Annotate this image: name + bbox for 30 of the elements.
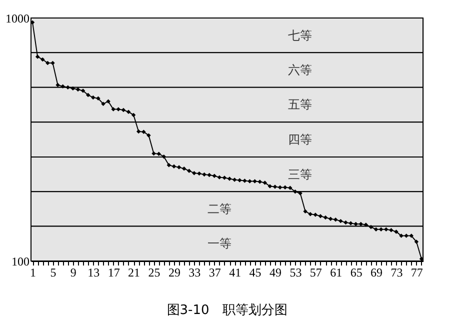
- y-tick-label: 1000: [6, 12, 30, 26]
- band-label: 二等: [207, 202, 232, 216]
- x-tick-label: 17: [108, 266, 120, 280]
- x-tick-label: 25: [148, 266, 160, 280]
- x-tick-label: 65: [350, 266, 362, 280]
- x-tick-label: 45: [249, 266, 262, 280]
- x-tick-label: 57: [310, 266, 322, 280]
- x-tick-label: 37: [208, 266, 221, 280]
- x-tick-label: 77: [410, 266, 423, 280]
- x-tick-label: 53: [290, 266, 302, 280]
- x-tick-label: 69: [370, 266, 383, 280]
- x-tick-label: 9: [70, 266, 76, 280]
- x-tick-label: 1: [30, 266, 36, 280]
- y-tick-label: 100: [12, 254, 30, 268]
- x-tick-label: 73: [390, 266, 403, 280]
- band-label: 七等: [288, 28, 312, 42]
- x-tick-label: 29: [168, 266, 180, 280]
- band-label: 六等: [288, 63, 312, 78]
- x-tick-label: 33: [188, 266, 201, 280]
- band-label: 一等: [207, 236, 232, 251]
- x-tick-label: 13: [88, 266, 100, 280]
- band-label: 四等: [288, 132, 312, 147]
- x-tick-label: 41: [229, 266, 242, 280]
- band-label: 五等: [288, 98, 312, 112]
- x-tick-label: 49: [269, 266, 282, 280]
- x-tick-label: 61: [330, 266, 342, 280]
- x-tick-label: 21: [128, 266, 140, 280]
- band-label: 三等: [288, 167, 312, 182]
- caption: 图3-10 职等划分图: [166, 303, 288, 318]
- x-tick-label: 5: [50, 266, 56, 280]
